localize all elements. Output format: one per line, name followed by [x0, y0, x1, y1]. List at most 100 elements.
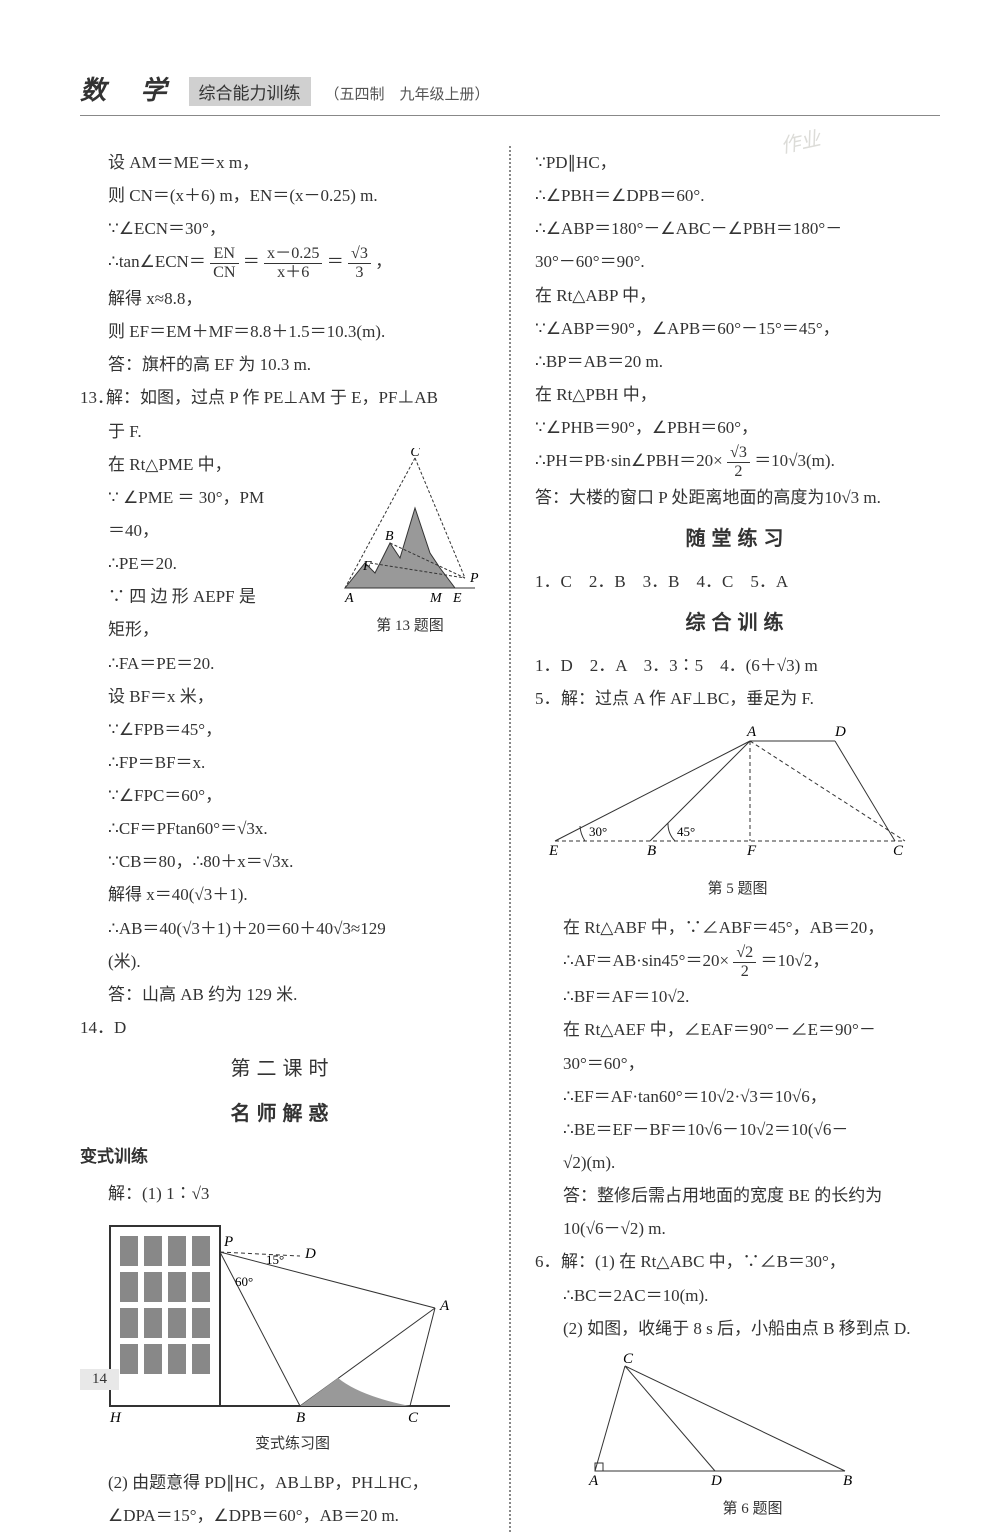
svg-text:C: C — [623, 1351, 634, 1367]
sol12-line: 则 CN＝(x＋6) m，EN＝(x－0.25) m. — [80, 179, 485, 212]
fig13-svg: C B F P A M E — [335, 448, 485, 608]
lesson2-heading: 第二课时 — [80, 1050, 485, 1089]
sol13-line: ∴FP＝BF＝x. — [80, 746, 485, 779]
r-line: ∵∠PHB＝90°，∠PBH＝60°， — [535, 411, 940, 444]
svg-text:P: P — [469, 571, 479, 586]
zh-q5: 5．解：过点 A 作 AF⊥BC，垂足为 F. — [535, 682, 940, 715]
sol12-line: 则 EF＝EM＋MF＝8.8＋1.5＝10.3(m). — [80, 315, 485, 348]
fig-bs-svg: P D A H B C 15° 60° — [100, 1216, 460, 1426]
sol13-line: ∴CF＝PFtan60°＝√3x. — [80, 812, 485, 845]
qnum: 5． — [535, 682, 561, 715]
column-divider — [509, 146, 511, 1532]
svg-text:H: H — [109, 1410, 122, 1426]
r-line: ∴BP＝AB＝20 m. — [535, 345, 940, 378]
svg-text:A: A — [746, 724, 757, 740]
fig5-svg: A D E B F C 30° 45° — [535, 721, 915, 871]
sol12-line: 答：旗杆的高 EF 为 10.3 m. — [80, 348, 485, 381]
zh5-line: 在 Rt△ABF 中，∵∠ABF＝45°，AB＝20， — [535, 911, 940, 944]
zh5-line: 30°＝60°， — [535, 1047, 940, 1080]
zh5-line: 在 Rt△AEF 中，∠EAF＝90°－∠E＝90°－ — [535, 1013, 940, 1046]
svg-text:D: D — [710, 1473, 722, 1489]
text: 解：(1) 在 Rt△ABC 中，∵∠B＝30°， — [561, 1252, 846, 1271]
qnum: 6． — [535, 1245, 561, 1278]
svg-text:D: D — [304, 1246, 316, 1262]
sol13-line: 解得 x＝40(√3＋1). — [80, 878, 485, 911]
sol12-line: 设 AM＝ME＝x m， — [80, 146, 485, 179]
r-line: ∴∠PBH＝∠DPB＝60°. — [535, 179, 940, 212]
svg-text:60°: 60° — [235, 1274, 253, 1289]
figure-bianshi: P D A H B C 15° 60° 变式练习图 — [100, 1216, 485, 1459]
sol13-line: ∵∠FPB＝45°， — [80, 713, 485, 746]
fig-bs-caption: 变式练习图 — [100, 1430, 485, 1459]
sol13-line: ∵CB＝80，∴80＋x＝√3x. — [80, 845, 485, 878]
sol13-line: ∴FA＝PE＝20. — [80, 647, 485, 680]
svg-text:15°: 15° — [266, 1252, 284, 1267]
sol13-line: ∴AB＝40(√3＋1)＋20＝60＋40√3≈129 — [80, 912, 485, 945]
r-line: ∴∠ABP＝180°－∠ABC－∠PBH＝180°－ — [535, 212, 940, 245]
svg-text:B: B — [385, 529, 394, 544]
text: ＝10√3(m). — [754, 451, 835, 470]
fig6-svg: C A D B — [565, 1351, 865, 1491]
bs-line: ∠DPA＝15°，∠DPB＝60°，AB＝20 m. — [80, 1499, 485, 1532]
svg-text:B: B — [843, 1473, 852, 1489]
header-info: （五四制 九年级上册） — [325, 83, 490, 104]
fig13-caption: 第 13 题图 — [335, 612, 485, 641]
zh5-line: ∴BE＝EF－BF＝10√6－10√2＝10(√6－ — [535, 1113, 940, 1146]
fig5-caption: 第 5 题图 — [535, 875, 940, 904]
svg-text:B: B — [647, 843, 656, 859]
sol13-line: (米). — [80, 945, 485, 978]
bianshi-heading: 变式训练 — [80, 1140, 485, 1173]
svg-text:E: E — [452, 591, 462, 606]
svg-text:C: C — [408, 1410, 419, 1426]
r-line: ∴PH＝PB·sin∠PBH＝20× √32 ＝10√3(m). — [535, 444, 940, 481]
qnum: 13． — [80, 381, 106, 414]
zh-line: 1．D 2．A 3．3∶5 4．(6＋√3) m — [535, 649, 940, 682]
svg-text:A: A — [344, 591, 354, 606]
svg-text:C: C — [893, 843, 904, 859]
left-column: 设 AM＝ME＝x m， 则 CN＝(x＋6) m，EN＝(x－0.25) m.… — [80, 146, 485, 1532]
svg-text:30°: 30° — [589, 824, 607, 839]
text: ∴AF＝AB·sin45°＝20× — [563, 951, 729, 970]
frac-n: √3 — [348, 245, 371, 264]
subject-title: 数 学 — [80, 70, 181, 107]
zonghe-heading: 综合训练 — [535, 604, 940, 643]
st-answers: 1．C 2．B 3．B 4．C 5．A — [535, 565, 940, 598]
svg-text:C: C — [410, 448, 420, 460]
frac-n: x－0.25 — [264, 245, 322, 264]
svg-text:B: B — [296, 1410, 305, 1426]
frac-d: CN — [210, 264, 238, 282]
q14: 14．D — [80, 1011, 485, 1044]
r-line: 在 Rt△ABP 中， — [535, 279, 940, 312]
frac-d: 3 — [348, 264, 371, 282]
svg-text:A: A — [439, 1298, 450, 1314]
r-line: 30°－60°＝90°. — [535, 245, 940, 278]
r-line: 在 Rt△PBH 中， — [535, 378, 940, 411]
svg-text:D: D — [834, 724, 846, 740]
sol12-line: 解得 x≈8.8， — [80, 282, 485, 315]
text: 解：如图，过点 P 作 PE⊥AM 于 E，PF⊥AB — [106, 388, 438, 407]
text: ∴PH＝PB·sin∠PBH＝20× — [535, 451, 723, 470]
text: ＝10√2， — [761, 951, 830, 970]
svg-text:P: P — [223, 1234, 233, 1250]
sol13-line: ∵∠FPC＝60°， — [80, 779, 485, 812]
frac-n: √2 — [733, 944, 756, 963]
sol13-line: 于 F. — [80, 415, 485, 448]
suitang-heading: 随堂练习 — [535, 520, 940, 559]
sol13-line: 设 BF＝x 米， — [80, 680, 485, 713]
fig6-caption: 第 6 题图 — [565, 1495, 940, 1524]
zh5-line: √2)(m). — [535, 1146, 940, 1179]
content-columns: 设 AM＝ME＝x m， 则 CN＝(x＋6) m，EN＝(x－0.25) m.… — [80, 146, 940, 1532]
r-line: ∵∠ABP＝90°，∠APB＝60°－15°＝45°， — [535, 312, 940, 345]
svg-text:F: F — [746, 843, 757, 859]
zh5-line: ∴BF＝AF＝10√2. — [535, 980, 940, 1013]
q13: 13．解：如图，过点 P 作 PE⊥AM 于 E，PF⊥AB — [80, 381, 485, 414]
svg-text:E: E — [548, 843, 558, 859]
frac-d: 2 — [727, 463, 750, 481]
header-subtitle: 综合能力训练 — [189, 77, 311, 106]
svg-text:F: F — [362, 559, 372, 574]
svg-text:A: A — [588, 1473, 599, 1489]
text: ∴tan∠ECN＝ — [108, 253, 206, 272]
figure-6: C A D B 第 6 题图 — [565, 1351, 940, 1524]
sol12-line: ∵∠ECN＝30°， — [80, 212, 485, 245]
text: ＝ — [327, 253, 344, 272]
